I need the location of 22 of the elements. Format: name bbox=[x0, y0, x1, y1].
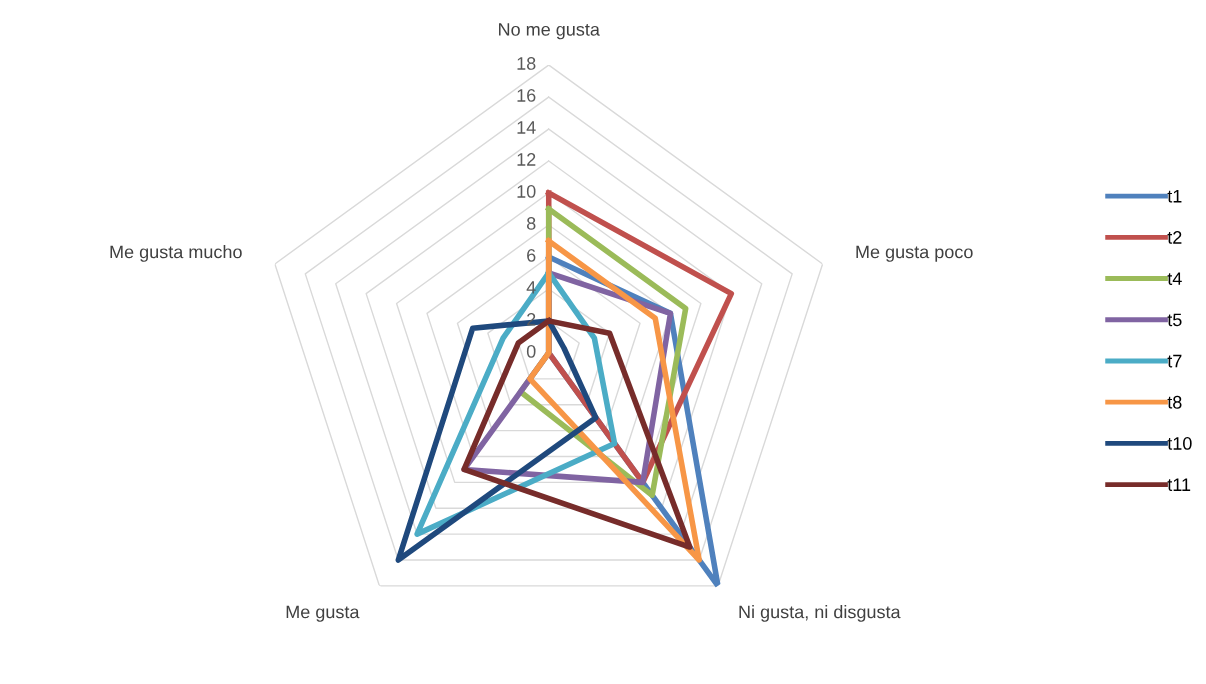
legend-label: t1 bbox=[1167, 190, 1182, 203]
legend-label: t8 bbox=[1167, 395, 1182, 409]
y-tick-label: 6 bbox=[527, 249, 536, 262]
spoke-label: Ni gusta, ni disgusta bbox=[739, 605, 901, 622]
y-tick-label: 18 bbox=[517, 57, 536, 70]
legend-label: t7 bbox=[1167, 354, 1182, 368]
legend-label: t4 bbox=[1167, 272, 1182, 285]
y-tick-label: 10 bbox=[517, 185, 536, 198]
y-tick-label: 0 bbox=[526, 345, 536, 358]
legend-label: t2 bbox=[1167, 231, 1182, 244]
spoke-label: Me gusta poco bbox=[856, 245, 973, 262]
spoke-label: Me gusta bbox=[286, 605, 360, 622]
y-tick-label: 14 bbox=[517, 121, 536, 134]
y-tick-label: 12 bbox=[517, 153, 536, 166]
y-tick-label: 4 bbox=[526, 281, 536, 294]
spoke-label: No me gusta bbox=[499, 23, 600, 40]
legend-label: t11 bbox=[1167, 478, 1191, 492]
y-tick-label: 16 bbox=[517, 89, 536, 102]
legend-label: t5 bbox=[1167, 313, 1182, 327]
spoke-label: Me gusta mucho bbox=[110, 245, 242, 262]
y-tick-label: 8 bbox=[526, 217, 536, 230]
legend-label: t10 bbox=[1167, 437, 1192, 450]
